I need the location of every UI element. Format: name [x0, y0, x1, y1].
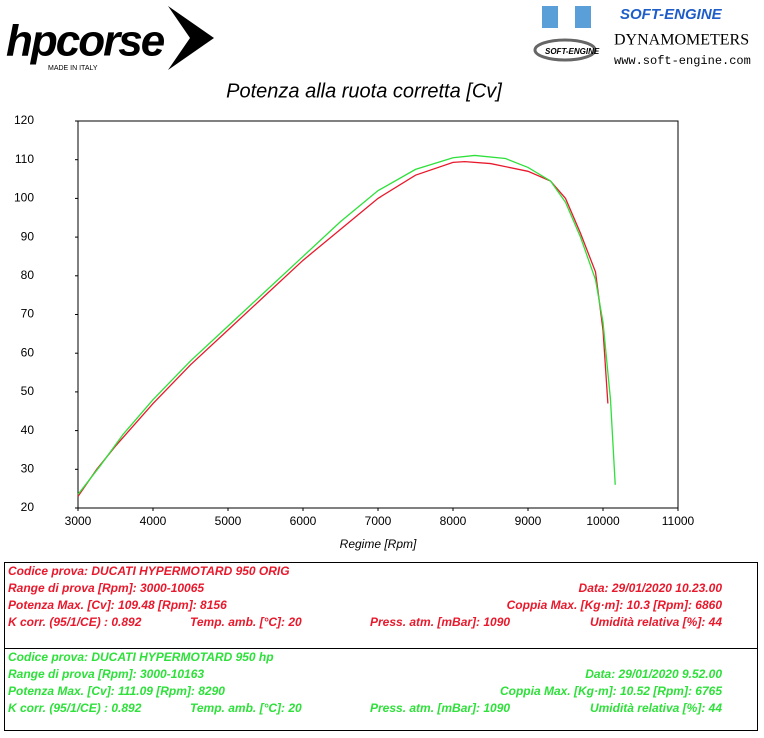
panel-power-max: Potenza Max. [Cv]: 111.09 [Rpm]: 8290: [8, 684, 225, 698]
x-tick-label: 10000: [586, 514, 620, 528]
panel-date: Data: 29/01/2020 10.23.00: [579, 581, 723, 595]
panel-pressure: Press. atm. [mBar]: 1090: [370, 701, 510, 715]
panel-temp: Temp. amb. [°C]: 20: [190, 615, 302, 629]
panel-pressure: Press. atm. [mBar]: 1090: [370, 615, 510, 629]
y-tick-label: 30: [21, 461, 35, 475]
y-tick-label: 70: [21, 307, 35, 321]
y-tick-label: 20: [21, 500, 35, 514]
panel-temp: Temp. amb. [°C]: 20: [190, 701, 302, 715]
dyno-url: www.soft-engine.com: [614, 54, 751, 68]
dyno-logo-text: SOFT-ENGINE: [545, 47, 600, 56]
x-tick-label: 6000: [290, 514, 317, 528]
x-axis-label: Regime [Rpm]: [340, 537, 417, 551]
x-tick-label: 11000: [662, 514, 695, 528]
dyno-subtitle: DYNAMOMETERS: [614, 32, 749, 49]
x-tick-label: 4000: [140, 514, 167, 528]
y-tick-label: 40: [21, 423, 35, 437]
y-tick-label: 90: [21, 229, 35, 243]
y-tick-label: 110: [15, 152, 34, 166]
y-tick-label: 80: [21, 268, 35, 282]
power-curve: [77, 160, 609, 497]
brand-logo: hpcorse: [6, 17, 165, 66]
panel-code: Codice prova: DUCATI HYPERMOTARD 950 ORI…: [8, 564, 290, 578]
panel-k-corr: K corr. (95/1/CE) : 0.892: [8, 615, 142, 629]
panel-date: Data: 29/01/2020 9.52.00: [585, 667, 722, 681]
x-tick-label: 8000: [440, 514, 467, 528]
x-tick-label: 9000: [515, 514, 542, 528]
logo-mark: [168, 6, 214, 70]
panel-torque-max: Coppia Max. [Kg·m]: 10.3 [Rpm]: 6860: [507, 598, 723, 612]
panel-humidity: Umidità relativa [%]: 44: [590, 615, 722, 629]
panel-frame: [4, 562, 758, 731]
chart-title: Potenza alla ruota corretta [Cv]: [226, 80, 502, 102]
panel-power-max: Potenza Max. [Cv]: 109.48 [Rpm]: 8156: [8, 598, 227, 612]
logo-ring: [533, 38, 597, 62]
piston-icon: [575, 6, 591, 28]
power-curve: [77, 154, 616, 495]
brand-tagline: MADE IN ITALY: [48, 65, 98, 72]
piston-icon: [542, 6, 558, 28]
y-tick-label: 100: [14, 191, 34, 205]
x-tick-label: 5000: [215, 514, 242, 528]
y-tick-label: 60: [21, 345, 35, 359]
panel-torque-max: Coppia Max. [Kg·m]: 10.52 [Rpm]: 6765: [500, 684, 722, 698]
y-tick-label: 50: [21, 384, 35, 398]
panel-humidity: Umidità relativa [%]: 44: [590, 701, 722, 715]
x-tick-label: 3000: [65, 514, 92, 528]
panel-code: Codice prova: DUCATI HYPERMOTARD 950 hp: [8, 650, 274, 664]
y-tick-label: 120: [14, 113, 34, 127]
panel-range: Range di prova [Rpm]: 3000-10163: [8, 667, 204, 681]
dyno-brand: SOFT-ENGINE: [620, 6, 723, 23]
x-tick-label: 7000: [365, 514, 392, 528]
panel-k-corr: K corr. (95/1/CE) : 0.892: [8, 701, 142, 715]
panel-range: Range di prova [Rpm]: 3000-10065: [8, 581, 204, 595]
plot-frame: [77, 120, 679, 509]
